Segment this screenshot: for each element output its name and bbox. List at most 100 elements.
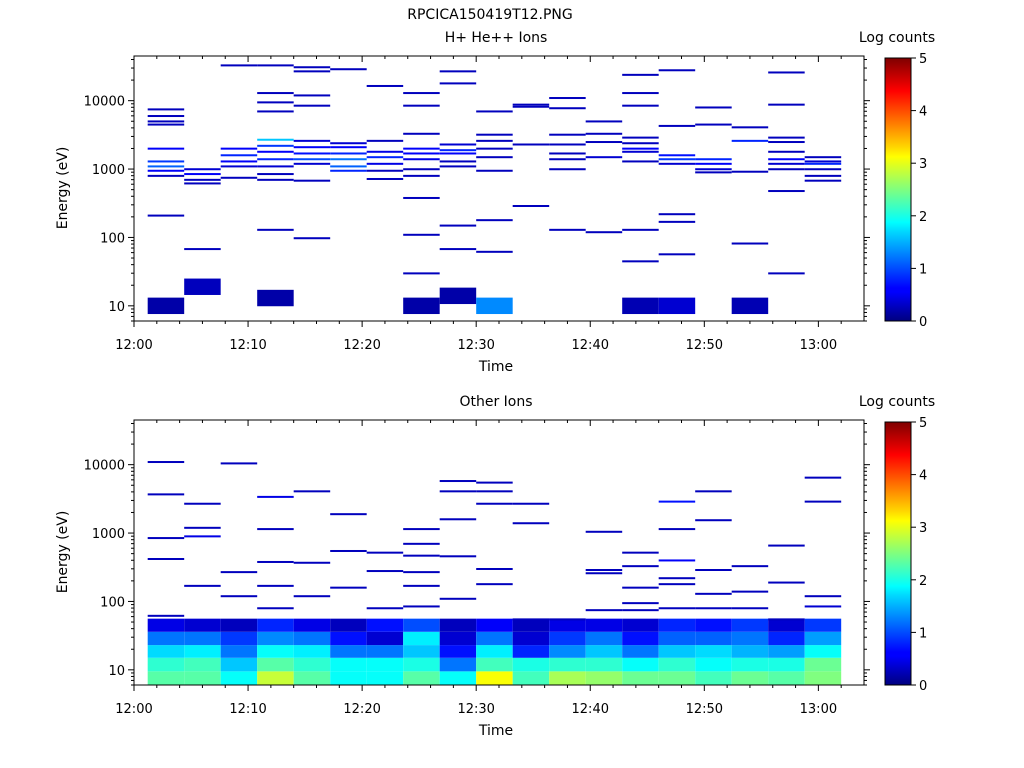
heatmap-cell [549, 97, 586, 100]
heatmap-cell [220, 631, 258, 646]
heatmap-cell [476, 490, 513, 493]
heatmap-cell [330, 618, 367, 632]
heatmap-cell [622, 150, 659, 153]
heatmap-cell [293, 104, 331, 107]
heatmap-cell [366, 645, 404, 658]
heatmap-cell [731, 126, 769, 129]
heatmap-cell [731, 631, 769, 646]
heatmap-cell [768, 150, 805, 153]
heatmap-cell [257, 150, 294, 153]
heatmap-cell [768, 645, 805, 658]
heatmap-cell [658, 657, 696, 672]
heatmap-cell [549, 645, 586, 658]
heatmap-cell [257, 289, 294, 307]
heatmap-cell [622, 602, 659, 605]
heatmap-cell [403, 542, 440, 545]
heatmap-cell [439, 165, 477, 168]
heatmap-cell [476, 502, 513, 505]
heatmap-cell [695, 657, 732, 672]
heatmap-cell [184, 178, 221, 181]
heatmap-cell [403, 92, 440, 95]
heatmap-cell [439, 671, 477, 685]
heatmap-cell [147, 671, 185, 685]
x-tick-label: 13:00 [800, 338, 837, 353]
x-tick-label: 12:10 [229, 702, 266, 717]
colorbar-ticks: 0 1 2 3 4 5 [911, 416, 927, 694]
colorbar-tick-label: 3 [919, 521, 927, 536]
heatmap-cell [622, 551, 659, 554]
heatmap-cell [293, 490, 331, 493]
heatmap-cell [403, 158, 440, 161]
heatmap-cell [403, 528, 440, 531]
heatmap-cell [403, 584, 440, 587]
heatmap-cell [147, 537, 185, 540]
heatmap-cell [257, 584, 294, 587]
heatmap-cell [622, 92, 659, 95]
heatmap-cell [585, 671, 623, 685]
heatmap-cell [804, 645, 842, 658]
heatmap-cell [804, 156, 842, 159]
heatmap-cell [622, 260, 659, 263]
heatmap-cell [804, 605, 842, 608]
heatmap-cell [257, 158, 294, 161]
heatmap-cell [257, 173, 294, 176]
heatmap-cell [622, 297, 659, 315]
figure-title: RPCICA150419T12.PNG [407, 7, 572, 23]
heatmap-cell [512, 631, 550, 646]
heatmap-cell [512, 618, 550, 632]
heatmap-cell [439, 555, 477, 558]
heatmap-cell [257, 101, 294, 104]
heatmap-cell [695, 671, 732, 685]
colorbar-ticks: 0 1 2 3 4 5 [911, 52, 927, 330]
heatmap-cell [257, 64, 294, 67]
heatmap-cell [512, 103, 550, 106]
heatmap-cell [731, 297, 769, 315]
heatmap-cell [622, 618, 659, 632]
heatmap-cell [257, 618, 294, 632]
heatmap-cell [658, 528, 696, 531]
heatmap-cell [549, 671, 586, 685]
heatmap-cell [403, 605, 440, 608]
heatmap-cell [658, 154, 696, 157]
heatmap-cell [512, 105, 550, 108]
heatmap-cell [293, 162, 331, 165]
heatmap-cell [147, 169, 185, 172]
heatmap-cell [622, 586, 659, 589]
heatmap-cell [695, 592, 732, 595]
heatmap-cell [804, 160, 842, 163]
heatmap-cell [403, 631, 440, 646]
colorbar-tick-label: 5 [919, 52, 927, 67]
heatmap-cell [658, 631, 696, 646]
heatmap-cell [366, 671, 404, 685]
colorbar-tick-label: 0 [919, 679, 927, 694]
heatmap-cell [622, 609, 659, 612]
y-axis-label: Energy (eV) [55, 511, 71, 594]
heatmap-cell [293, 561, 331, 564]
x-tick-label: 12:20 [343, 338, 380, 353]
heatmap-cell [257, 228, 294, 231]
x-axis-label: Time [478, 723, 513, 739]
heatmap-cell [147, 614, 185, 617]
colorbar-tick-label: 1 [919, 262, 927, 277]
heatmap-cell [147, 493, 185, 496]
heatmap-cell [403, 132, 440, 135]
heatmap-cell [768, 168, 805, 171]
heatmap-cell [330, 152, 367, 155]
heatmap-cell [257, 645, 294, 658]
heatmap-cell [476, 583, 513, 586]
heatmap-cell [585, 572, 623, 575]
heatmap-cell [695, 519, 732, 522]
heatmap-cell [439, 248, 477, 251]
heatmap-cell [549, 158, 586, 161]
heatmap-cell [804, 671, 842, 685]
heatmap-cell [439, 287, 477, 305]
x-tick-label: 12:30 [457, 338, 494, 353]
heatmap-cell [366, 139, 404, 142]
heatmap-cell [147, 297, 185, 315]
heatmap-cell [768, 618, 805, 621]
heatmap-cell [293, 139, 331, 142]
heatmap-cell [293, 70, 331, 73]
colorbar-tick-label: 2 [919, 574, 927, 589]
heatmap-cell [403, 657, 440, 672]
